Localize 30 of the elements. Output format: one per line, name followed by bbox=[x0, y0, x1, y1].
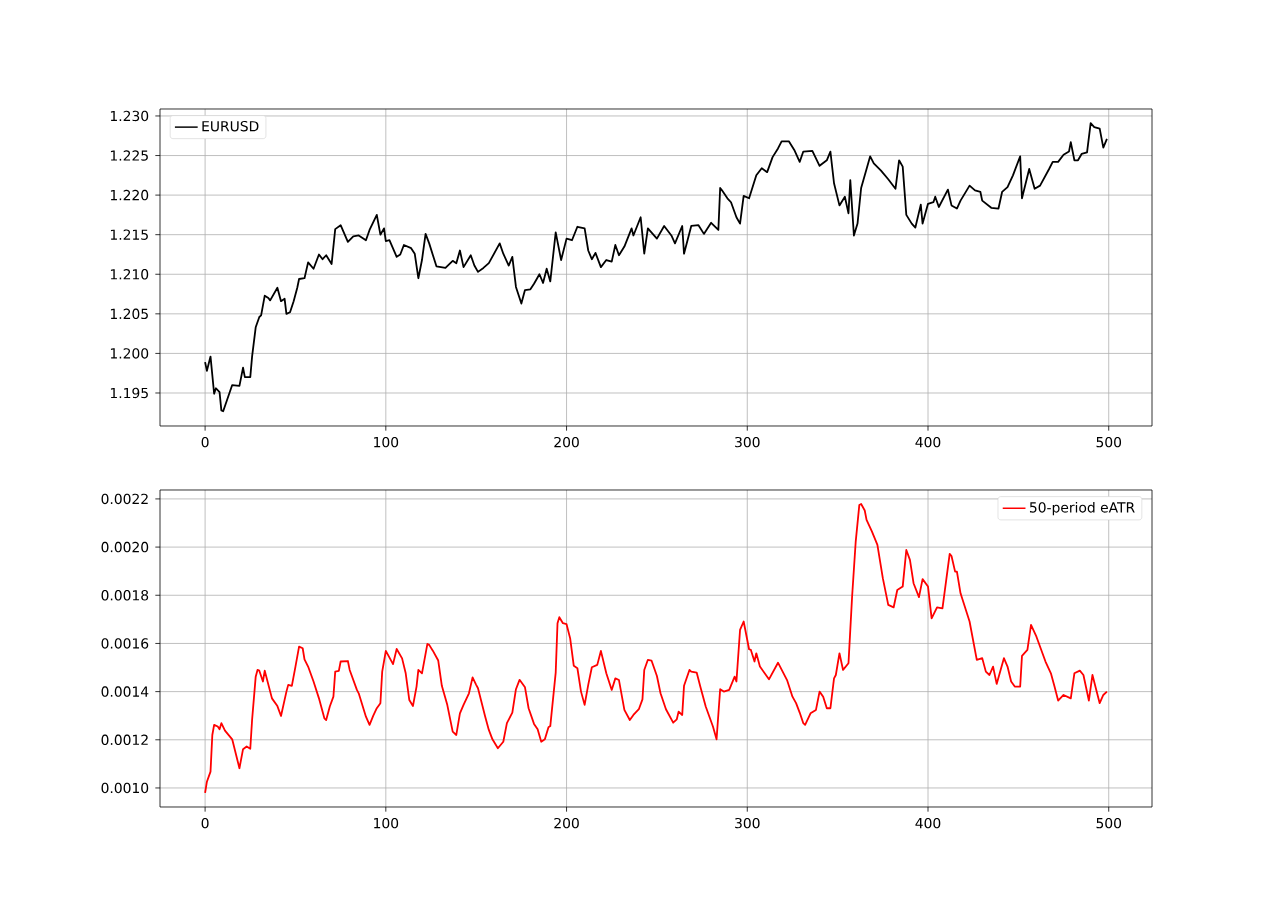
y-tick-label: 1.220 bbox=[110, 189, 149, 201]
x-tick-label: 0 bbox=[201, 436, 209, 448]
x-tick-label: 500 bbox=[1096, 436, 1122, 448]
y-tick-label: 0.0010 bbox=[101, 782, 149, 794]
y-tick-label: 1.230 bbox=[110, 110, 149, 122]
legend-label: EURUSD bbox=[202, 120, 259, 132]
legend-label: 50-period eATR bbox=[1029, 501, 1135, 516]
y-tick-label: 0.0014 bbox=[101, 686, 149, 697]
x-tick-label: 0 bbox=[201, 817, 209, 829]
x-tick-label: 300 bbox=[735, 817, 760, 829]
line-series bbox=[204, 122, 1108, 413]
y-tick-label: 1.225 bbox=[110, 150, 148, 161]
x-tick-label: 200 bbox=[554, 436, 579, 448]
y-tick-label: 0.0020 bbox=[101, 541, 149, 553]
y-tick-label: 0.0022 bbox=[101, 493, 148, 505]
x-tick-label: 400 bbox=[915, 436, 941, 448]
y-tick-label: 1.205 bbox=[110, 308, 148, 320]
x-tick-label: 100 bbox=[374, 436, 399, 448]
x-tick-label: 100 bbox=[374, 817, 399, 829]
y-tick-label: 1.210 bbox=[110, 269, 149, 280]
y-tick-label: 0.0018 bbox=[101, 590, 149, 601]
x-tick-label: 300 bbox=[735, 436, 760, 448]
y-tick-label: 1.195 bbox=[110, 387, 148, 399]
x-tick-label: 200 bbox=[554, 817, 579, 829]
y-tick-label: 1.200 bbox=[110, 348, 149, 359]
y-tick-label: 0.0016 bbox=[101, 638, 149, 649]
x-tick-label: 500 bbox=[1096, 817, 1122, 829]
x-tick-label: 400 bbox=[915, 817, 941, 829]
y-tick-label: 0.0012 bbox=[101, 734, 148, 746]
y-tick-label: 1.215 bbox=[110, 229, 148, 240]
